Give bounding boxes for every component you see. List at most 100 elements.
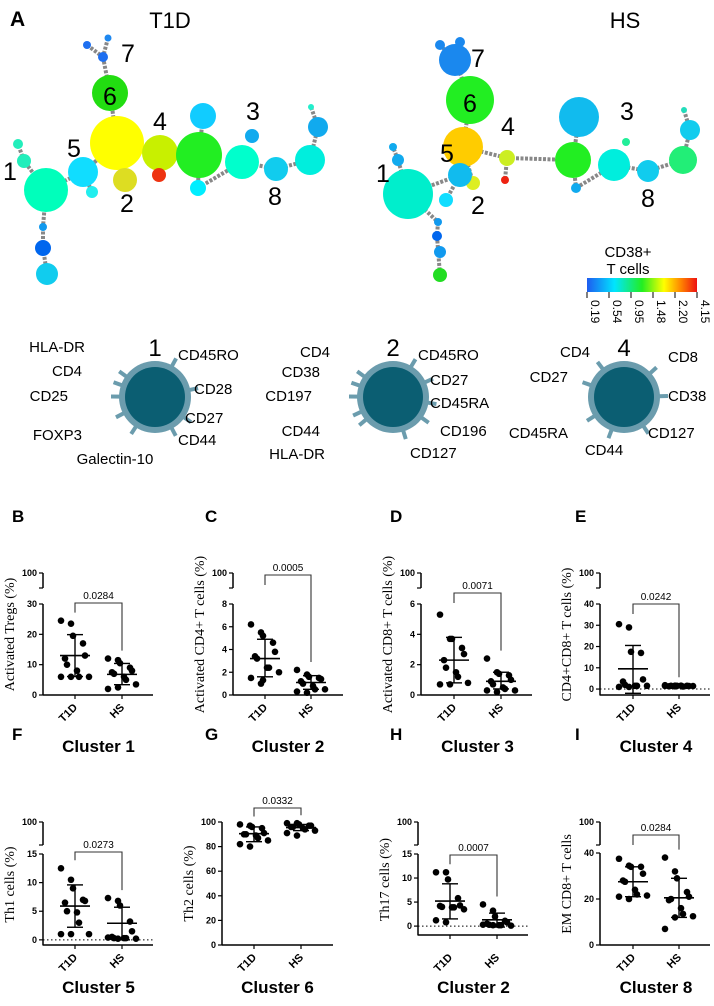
panel-letter-a: A	[10, 8, 25, 31]
y-tick-label: 2	[410, 660, 415, 670]
colorbar-tick-label: 1.48	[654, 300, 668, 324]
y-tick-label: 2	[222, 667, 227, 677]
cluster-label: 2	[120, 190, 134, 218]
cluster-circle-core	[594, 367, 654, 427]
panel-b: B 0 10 20 30 100 Activated Tregs (%) T1D HS 0.028…	[3, 507, 153, 756]
data-point-t1d	[275, 668, 283, 676]
data-point-t1d	[67, 620, 75, 628]
x-tick-label: T1D	[247, 702, 270, 725]
y-tick-label: 0	[211, 940, 216, 950]
significance-bracket	[264, 574, 312, 662]
data-point-hs	[299, 680, 307, 687]
data-point-hs	[479, 901, 487, 908]
data-point-t1d	[454, 673, 462, 681]
tree-node	[669, 146, 697, 174]
x-tick-label: HS	[487, 702, 506, 721]
y-tick-label: 100	[22, 817, 37, 827]
tree-node	[559, 97, 599, 137]
y-axis-label: Th17 cells (%)	[378, 838, 393, 922]
y-tick-label: 20	[206, 915, 216, 925]
tree-node	[622, 138, 630, 146]
tree-node	[501, 176, 509, 184]
y-axis-label: CD4+CD8+ T cells (%)	[560, 567, 575, 701]
tree-node	[448, 163, 472, 187]
data-point-t1d	[458, 644, 466, 652]
significance-bracket	[253, 807, 302, 817]
y-tick-label: 60	[206, 866, 216, 876]
tree-node	[434, 218, 442, 226]
cluster-title: Cluster 4	[620, 737, 693, 756]
marker-diagram-cluster-4: 4 CD4 CD27 CD45RA CD44 CD8 CD38 CD127	[509, 335, 707, 459]
panel-d: D 0 2 4 6 100 Activated CD8+ T cells (%) T1D HS 0…	[381, 507, 532, 756]
data-point-t1d	[79, 640, 87, 647]
tree-node	[383, 169, 433, 219]
data-point-hs	[483, 655, 491, 662]
marker-label: CD28	[194, 381, 232, 398]
significance-bracket	[632, 603, 680, 678]
data-point-hs	[685, 893, 693, 900]
marker-label: CD45RA	[509, 425, 568, 442]
spade-tree-hs: 1 2 3 4 56 7 8	[376, 37, 700, 282]
colorbar-tick-label: 0.19	[588, 300, 602, 324]
data-point-t1d	[643, 892, 651, 899]
y-tick-label: 0	[32, 690, 37, 700]
panel-e: E 0 10 20 30 40 100 CD4+CD8+ T cells (%) T1D HS 0.…	[560, 507, 710, 756]
cluster-label: 1	[3, 158, 17, 186]
x-tick-label: T1D	[436, 702, 459, 725]
tree-node	[389, 143, 397, 151]
data-point-t1d	[67, 930, 75, 938]
marker-label: CD8	[668, 349, 698, 366]
y-tick-label: 20	[584, 894, 594, 904]
data-point-t1d	[639, 676, 647, 683]
marker-label: CD38	[668, 388, 706, 405]
marker-label: HLA-DR	[29, 339, 85, 356]
data-point-hs	[114, 684, 122, 691]
tree-node	[555, 142, 591, 178]
y-tick-label: 40	[584, 848, 594, 858]
data-point-hs	[114, 935, 122, 943]
y-tick-label: 6	[222, 622, 227, 632]
data-point-hs	[132, 681, 140, 688]
data-point-t1d	[615, 855, 623, 863]
data-point-hs	[507, 922, 515, 929]
cluster-label: 4	[153, 108, 167, 136]
y-tick-label: 20	[27, 629, 37, 639]
data-point-hs	[128, 667, 136, 675]
marker-label: CD45RO	[178, 347, 239, 364]
data-point-t1d	[57, 930, 65, 938]
p-value: 0.0007	[458, 843, 489, 854]
data-point-t1d	[236, 840, 244, 848]
cluster-label: 6	[463, 90, 477, 118]
cluster-label: 8	[641, 185, 655, 213]
spade-tree-t1d: 1 2 3 4 567 8	[3, 34, 328, 285]
tree-node	[24, 168, 68, 212]
y-tick-label: 5	[32, 906, 37, 916]
data-point-t1d	[432, 917, 440, 924]
data-point-t1d	[254, 834, 262, 842]
p-value: 0.0273	[83, 840, 114, 851]
tree-node	[681, 107, 687, 113]
data-point-t1d	[63, 907, 71, 915]
data-point-hs	[104, 894, 112, 902]
tree-edge	[682, 109, 692, 131]
y-tick-label: 30	[584, 620, 594, 630]
marker-label: CD38	[282, 364, 320, 381]
panel-letter-h: H	[390, 725, 402, 744]
y-tick-label: 40	[206, 891, 216, 901]
marker-diagram-cluster-1: 1 HLA-DR CD4 CD25 FOXP3 Galectin-10 CD45RO CD28…	[29, 335, 239, 468]
data-point-t1d	[637, 649, 645, 657]
y-tick-label: 4	[222, 645, 227, 655]
y-tick-label: 15	[27, 849, 37, 859]
colorbar-tick-label: 4.15	[698, 300, 712, 324]
y-tick-label: 100	[212, 568, 227, 578]
tree-node	[439, 193, 453, 207]
y-tick-label: 4	[410, 629, 415, 639]
data-point-hs	[661, 854, 669, 861]
tree-node	[68, 157, 98, 187]
data-point-hs	[317, 675, 325, 683]
panel-letter-f: F	[12, 725, 22, 744]
data-point-t1d	[247, 674, 255, 682]
x-tick-label: T1D	[615, 702, 638, 725]
data-point-hs	[493, 688, 501, 696]
data-point-t1d	[57, 673, 65, 681]
